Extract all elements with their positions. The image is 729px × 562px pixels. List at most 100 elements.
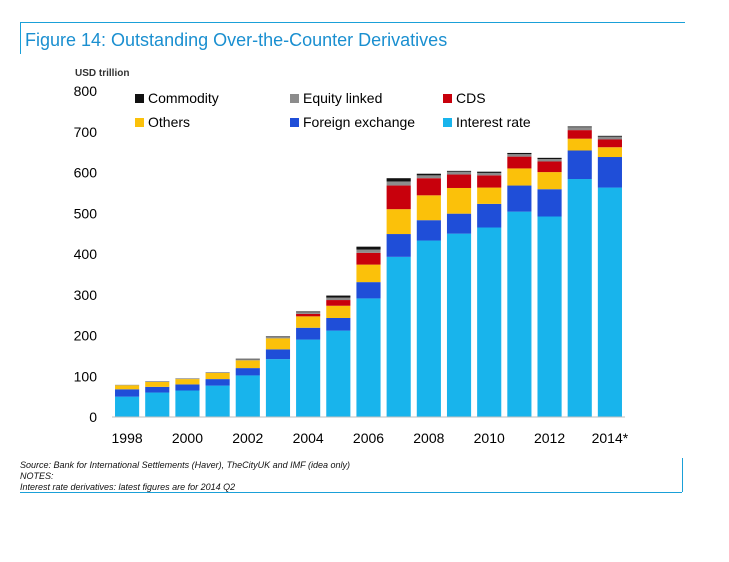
x-tick-label: 2008 [413, 430, 444, 446]
bar-segment [356, 249, 381, 253]
y-tick-label: 400 [74, 246, 98, 262]
bar-segment [145, 386, 170, 393]
bar-segment [537, 161, 562, 173]
bar-segment [235, 375, 260, 417]
bar-segment [265, 336, 291, 339]
legend-label: Commodity [148, 90, 219, 106]
bar-segment [567, 138, 592, 151]
legend-label: CDS [456, 90, 486, 106]
y-tick-label: 300 [74, 287, 98, 303]
legend-label: Interest rate [456, 114, 531, 130]
bar-segment [175, 390, 200, 417]
bar-segment [235, 358, 260, 360]
legend-swatch [135, 118, 144, 127]
bar-segment [296, 327, 321, 340]
bar-segment [205, 385, 230, 417]
bar-segment [356, 282, 381, 299]
figure-frame-top [20, 22, 685, 23]
bar-segment [507, 154, 532, 157]
bar-segment [597, 187, 622, 417]
x-tick-label: 2012 [534, 430, 565, 446]
bar-segment [597, 139, 622, 148]
figure-frame-bottom [20, 492, 682, 493]
bar-segment [507, 211, 532, 417]
bar-segment [386, 209, 411, 235]
bar-segment [567, 130, 592, 139]
bar-segment [356, 298, 381, 417]
bar-segment [537, 159, 562, 162]
bar-segment [537, 157, 562, 160]
bar-segment [326, 317, 351, 331]
legend-swatch [290, 94, 299, 103]
bar-segment [296, 313, 321, 317]
x-tick-label: 2010 [474, 430, 505, 446]
figure-frame-right [682, 458, 683, 492]
bar-segment [597, 147, 622, 158]
bar-segment [507, 168, 532, 186]
bar-segment [446, 187, 472, 214]
bar-segment [296, 339, 321, 417]
source-note: Source: Bank for International Settlemen… [20, 460, 350, 470]
y-axis-ticks: 0 100 200 300 400 500 600 700 800 [74, 83, 98, 425]
bar-segment [416, 240, 441, 417]
bar-segment [597, 157, 622, 188]
bar-segment [477, 187, 502, 204]
bar-segment [235, 359, 260, 361]
bar-segment [115, 396, 140, 417]
bar-segment [145, 381, 170, 387]
bar-segment [356, 264, 381, 283]
bar-segment [235, 360, 260, 369]
legend-swatch [443, 118, 452, 127]
bar-segment [416, 175, 441, 179]
bar-segment [296, 316, 321, 328]
bar-segment [296, 311, 321, 313]
x-tick-label: 2004 [293, 430, 324, 446]
x-axis-ticks: 1998 2000 2002 2004 2006 2008 2010 2012 2014* [112, 430, 629, 446]
x-tick-label: 1998 [112, 430, 143, 446]
y-tick-label: 600 [74, 165, 98, 181]
bar-segment [356, 246, 381, 250]
bar-segment [537, 172, 562, 190]
notes: Source: Bank for International Settlemen… [20, 460, 350, 493]
figure-frame-left [20, 22, 21, 54]
legend-swatch [290, 118, 299, 127]
bar-segment [477, 172, 502, 176]
y-tick-label: 0 [89, 409, 97, 425]
bar-segment [326, 297, 351, 301]
legend: Commodity Equity linked CDS Others Foreign e… [135, 90, 531, 130]
bar-segment [115, 384, 140, 386]
bar-segment [537, 189, 562, 217]
bar-segment [265, 349, 291, 360]
y-tick-label: 200 [74, 328, 98, 344]
legend-label: Equity linked [303, 90, 382, 106]
x-tick-label: 2002 [232, 430, 263, 446]
bar-segment [326, 330, 351, 417]
notes-heading: NOTES: [20, 471, 54, 481]
bar-segment [386, 234, 411, 257]
legend-swatch [135, 94, 144, 103]
interest-rate-note: Interest rate derivatives: latest figure… [20, 482, 236, 492]
bar-segment [205, 379, 230, 386]
x-tick-label: 2014* [592, 430, 629, 446]
x-tick-label: 2000 [172, 430, 203, 446]
bar-segment [477, 171, 502, 173]
figure-title: Figure 14: Outstanding Over-the-Counter … [25, 30, 448, 50]
bar-segment [567, 179, 592, 417]
bar-segment [205, 372, 230, 373]
bar-segment [175, 379, 200, 385]
y-tick-label: 700 [74, 124, 98, 140]
bar-segment [416, 178, 441, 196]
y-tick-label: 100 [74, 368, 98, 384]
bar-segment [507, 152, 532, 155]
bar-segment [326, 305, 351, 318]
bar-segment [265, 338, 291, 350]
bar-segment [386, 178, 411, 182]
bar-segment [175, 378, 200, 380]
bar-segment [446, 233, 472, 417]
bar-segment [296, 312, 321, 314]
bar-segment [597, 135, 622, 137]
bar-segment [446, 170, 472, 172]
bar-segment [537, 216, 562, 417]
bar-segment [477, 203, 502, 228]
